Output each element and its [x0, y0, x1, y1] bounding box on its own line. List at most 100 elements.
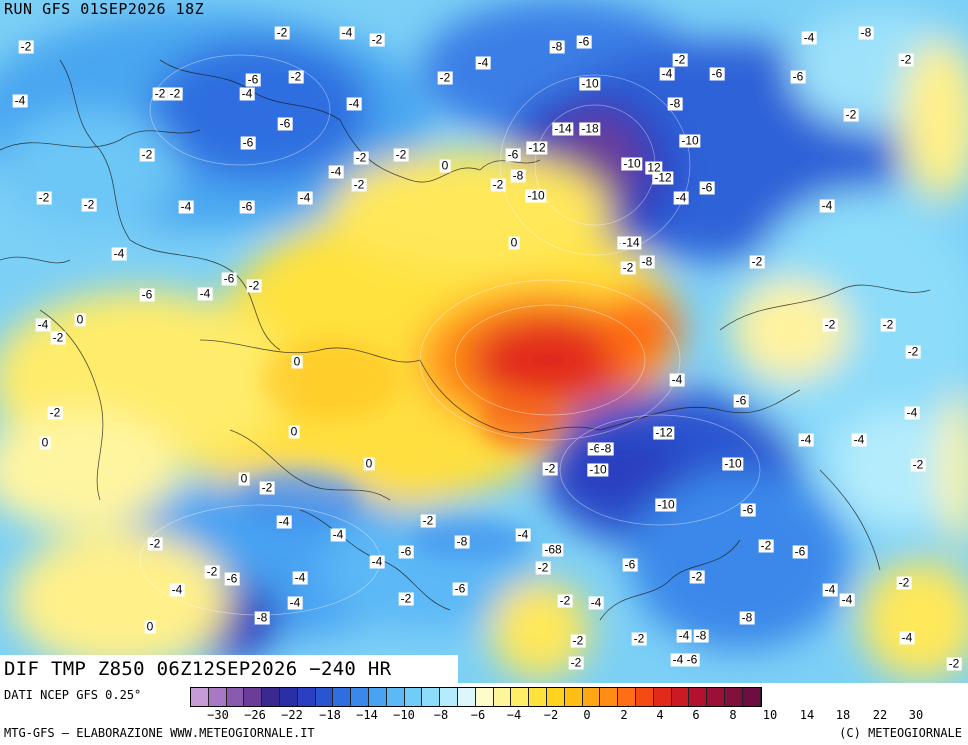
isoline-label: -2: [139, 147, 155, 162]
isoline-label: -4: [178, 199, 194, 214]
legend-swatch: [671, 688, 690, 706]
isoline-label: -4: [670, 652, 686, 667]
isoline-label: 0: [508, 235, 520, 250]
isoline-label: -4: [673, 190, 689, 205]
anomaly-field: [0, 0, 968, 680]
isoline-label: -6: [505, 147, 521, 162]
isoline-label: -4: [330, 527, 346, 542]
isoline-label: -2: [896, 575, 912, 590]
isoline-label: -2: [147, 536, 163, 551]
run-title: RUN GFS 01SEP2026 18Z: [4, 0, 205, 18]
isoline-label: 0: [439, 158, 451, 173]
legend-swatch: [600, 688, 619, 706]
isoline-label: -4: [588, 595, 604, 610]
isoline-label: 0: [238, 471, 250, 486]
isoline-label: -4: [292, 570, 308, 585]
legend-tick-label: 8: [729, 708, 737, 722]
isoline-label: -4: [276, 514, 292, 529]
legend-tick-label: −4: [506, 708, 522, 722]
field-title: DIF TMP Z850 06Z12SEP2026 −240 HR: [4, 658, 392, 680]
isoline-label: -6: [139, 287, 155, 302]
isoline-label: -10: [525, 188, 547, 203]
legend-swatch: [742, 688, 761, 706]
isoline-label: -2: [288, 69, 304, 84]
isoline-label: -6: [699, 180, 715, 195]
isoline-label: -2: [570, 633, 586, 648]
legend-swatch: [226, 688, 245, 706]
isoline-label: -14: [620, 235, 642, 250]
legend-tick-label: −8: [433, 708, 449, 722]
isoline-label: -2: [259, 480, 275, 495]
legend-tick-label: −30: [207, 708, 229, 722]
legend-swatch: [351, 688, 369, 706]
temperature-anomaly-map: -2 -2 -4 -2 -8 -6 -4 -8 -2 -6 -6 -2 -2 -6 -2 -4 -4 -2 -4 -2…: [0, 0, 968, 683]
isoline-label: -4: [798, 432, 814, 447]
color-legend: [190, 687, 762, 707]
isoline-label: -2: [152, 86, 168, 101]
isoline-label: -6: [622, 557, 638, 572]
legend-swatch: [582, 688, 601, 706]
isoline-label: -4: [819, 198, 835, 213]
isoline-label: -8: [693, 628, 709, 643]
legend-swatch: [315, 688, 334, 706]
isoline-label: -2: [204, 564, 220, 579]
isoline-label: -2: [758, 538, 774, 553]
legend-tick-label: 6: [692, 708, 700, 722]
isoline-label: -4: [12, 93, 28, 108]
isoline-label: -8: [858, 25, 874, 40]
isoline-label: -4: [287, 595, 303, 610]
isoline-label: -4: [899, 630, 915, 645]
isoline-label: -2: [898, 52, 914, 67]
legend-swatch: [208, 688, 227, 706]
isoline-label: -4: [839, 592, 855, 607]
isoline-label: -2: [535, 560, 551, 575]
isoline-label: -8: [454, 534, 470, 549]
isoline-label: -4: [346, 96, 362, 111]
isoline-label: -4: [197, 286, 213, 301]
legend-swatch: [511, 688, 530, 706]
isoline-label: -4: [904, 405, 920, 420]
isoline-label: -6: [740, 502, 756, 517]
isoline-label: -2: [393, 147, 409, 162]
isoline-label: -4: [822, 582, 838, 597]
legend-tick-label: 10: [762, 708, 778, 722]
isoline-label: -4: [297, 190, 313, 205]
isoline-label: -2: [47, 405, 63, 420]
isoline-label: -8: [549, 39, 565, 54]
legend-tick-label: 4: [656, 708, 664, 722]
isoline-label: -2: [50, 330, 66, 345]
field-title-box: [0, 655, 458, 683]
isoline-label: -2: [369, 32, 385, 47]
isoline-label: -2: [36, 190, 52, 205]
isoline-label: -10: [655, 497, 677, 512]
legend-tick-label: −2: [543, 708, 559, 722]
isoline-label: -2: [905, 344, 921, 359]
isoline-label: -2: [910, 457, 926, 472]
data-source: DATI NCEP GFS 0.25°: [4, 688, 142, 702]
isoline-label: -6: [733, 393, 749, 408]
legend-tick-label: 18: [835, 708, 851, 722]
isoline-label: -4: [676, 628, 692, 643]
isoline-label: -4: [169, 582, 185, 597]
legend-swatch: [493, 688, 512, 706]
isoline-label: -6: [452, 581, 468, 596]
legend-tick-label: −6: [470, 708, 486, 722]
legend-tick-label: 22: [872, 708, 888, 722]
legend-swatch: [422, 688, 441, 706]
isoline-label: -4: [659, 66, 675, 81]
isoline-label: -2: [398, 591, 414, 606]
isoline-label: -8: [510, 168, 526, 183]
isoline-label: -6: [221, 271, 237, 286]
isoline-label: -2: [167, 86, 183, 101]
isoline-label: -6: [224, 571, 240, 586]
isoline-label: -2: [246, 278, 262, 293]
isoline-label: -4: [35, 317, 51, 332]
legend-tick-label: −26: [244, 708, 266, 722]
isoline-label: 0: [363, 456, 375, 471]
isoline-label: -6: [792, 544, 808, 559]
isoline-label: -10: [579, 76, 601, 91]
isoline-label: -2: [822, 317, 838, 332]
isoline-label: -2: [620, 260, 636, 275]
isoline-label: -4: [339, 25, 355, 40]
isoline-label: -2: [749, 254, 765, 269]
